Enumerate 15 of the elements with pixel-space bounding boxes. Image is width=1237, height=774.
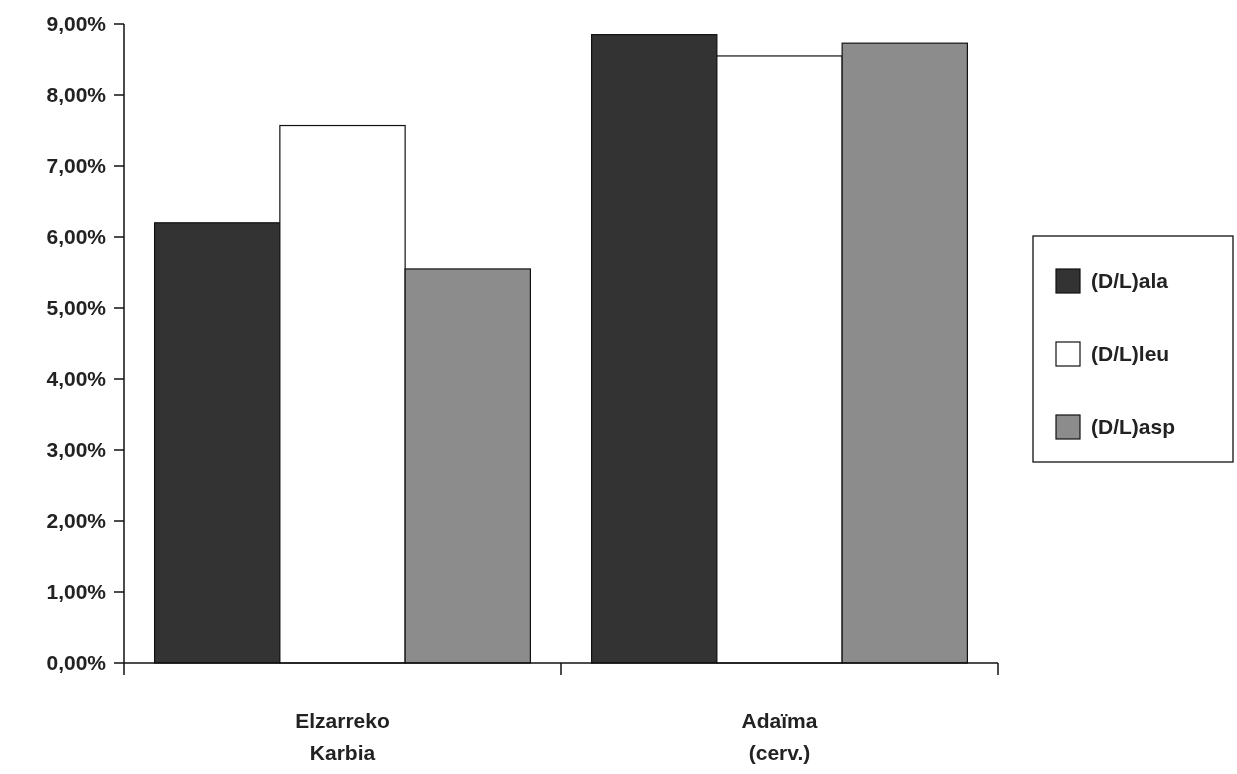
legend-label: (D/L)leu bbox=[1091, 342, 1170, 366]
x-tick-label: Elzarreko Karbia bbox=[295, 709, 390, 764]
y-tick-label: 4,00% bbox=[46, 367, 107, 391]
y-tick-label: 6,00% bbox=[46, 225, 107, 249]
y-tick-label: 7,00% bbox=[46, 154, 107, 178]
legend-label: (D/L)asp bbox=[1091, 415, 1175, 439]
y-tick-label: 2,00% bbox=[46, 509, 107, 533]
legend-label: (D/L)ala bbox=[1091, 269, 1169, 293]
y-tick-label: 5,00% bbox=[46, 296, 107, 320]
y-tick-label: 9,00% bbox=[46, 12, 107, 36]
y-tick-label: 0,00% bbox=[46, 651, 107, 675]
y-tick-label: 3,00% bbox=[46, 438, 107, 462]
y-tick-label: 1,00% bbox=[46, 580, 107, 604]
x-tick-label: Adaïma (cerv.) bbox=[741, 709, 818, 764]
y-tick-label: 8,00% bbox=[46, 83, 107, 107]
